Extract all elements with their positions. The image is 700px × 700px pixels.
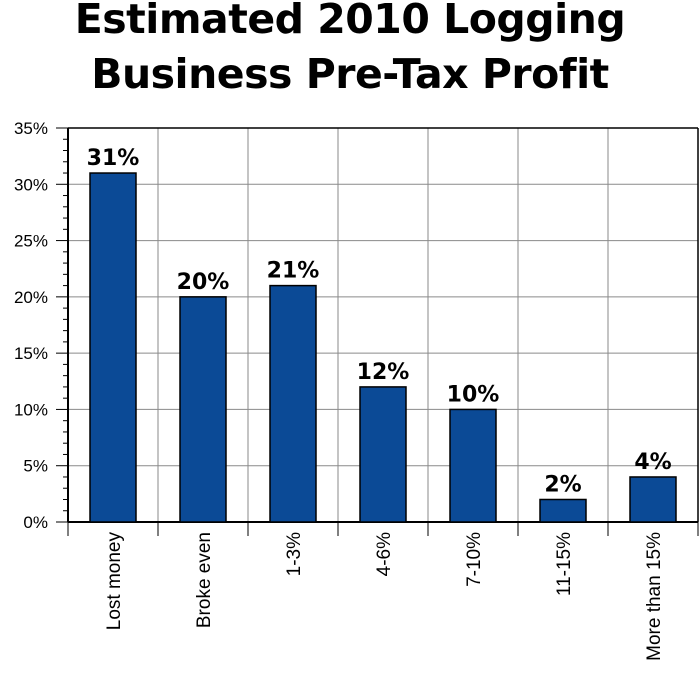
data-label: 2% (544, 472, 581, 497)
data-label: 12% (357, 360, 410, 385)
bar (359, 386, 407, 523)
chart-title-line2: Business Pre-Tax Profit (91, 50, 609, 98)
y-tick-label: 35% (14, 119, 48, 138)
x-category-label: 4-6% (374, 532, 395, 576)
chart-title-line1: Estimated 2010 Logging (74, 0, 626, 43)
bar (89, 172, 137, 523)
bar (179, 296, 227, 523)
data-label: 31% (87, 146, 140, 171)
x-category-label: Lost money (104, 532, 125, 631)
x-category-label: 11-15% (554, 532, 575, 596)
y-tick-label: 15% (14, 344, 48, 363)
x-category-label: 1-3% (284, 532, 305, 576)
data-label: 20% (177, 270, 230, 295)
y-tick-label: 10% (14, 400, 48, 419)
x-category-label: Broke even (194, 532, 215, 628)
y-tick-label: 5% (23, 457, 48, 476)
data-label: 4% (634, 450, 671, 475)
bar (629, 476, 677, 523)
bar (449, 408, 497, 523)
bar (539, 498, 587, 523)
bar (269, 284, 317, 523)
x-category-label: More than 15% (644, 532, 665, 661)
data-label: 21% (267, 259, 320, 284)
y-tick-label: 20% (14, 288, 48, 307)
x-category-label: 7-10% (464, 532, 485, 587)
data-label: 10% (447, 382, 500, 407)
y-tick-label: 25% (14, 232, 48, 251)
y-tick-label: 30% (14, 175, 48, 194)
y-tick-label: 0% (23, 513, 48, 532)
